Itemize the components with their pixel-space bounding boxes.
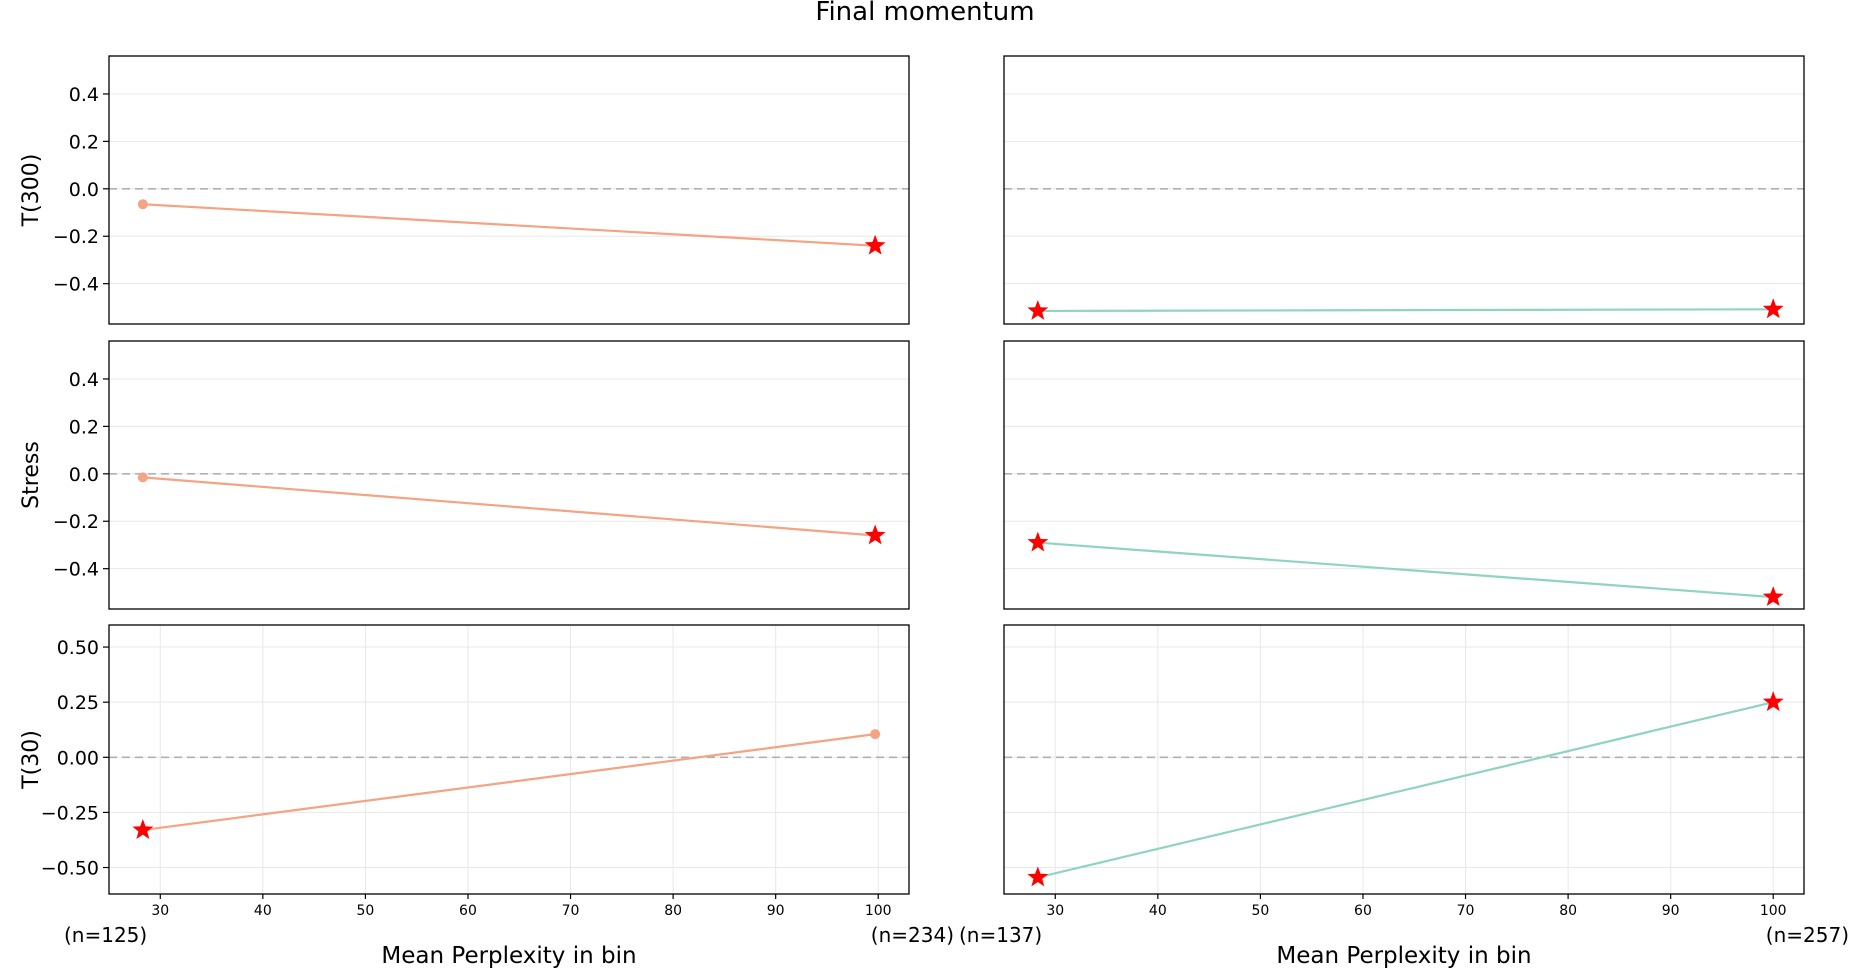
- panel-r1-c1-series-line: [1037, 541, 1774, 599]
- panel-r1-c1-frame: [1003, 340, 1805, 610]
- panel-r0-c0: 0.4 0.2 0.0 −0.2 −0.4 T(300): [19, 55, 910, 325]
- panel-r2-c0-xtick-label-3: 60: [459, 903, 477, 919]
- panel-r2-c0-xtick-label-4: 70: [562, 903, 580, 919]
- panel-r0-c0-star-point-1: [864, 234, 886, 255]
- panel-r2-c1-xtick-label-3: 60: [1354, 903, 1372, 919]
- x-axis-label-left: Mean Perplexity in bin: [381, 943, 636, 969]
- panel-r2-c1-xtick-label-7: 100: [1760, 903, 1787, 919]
- panels: 0.4 0.2 0.0 −0.2 −0.4 T(300) 0.4 0.2 0.0 −0.2 −0.4…: [19, 55, 1849, 947]
- panel-r2-c0-xtick-label-0: 30: [151, 903, 169, 919]
- panel-r0-c0-ytick-label-3: −0.2: [53, 226, 99, 248]
- panel-r0-c0-ytick-label-0: 0.4: [69, 84, 99, 106]
- panel-r2-c0-ytick-label-4: −0.50: [41, 858, 99, 880]
- panel-r0-c1-star-point-0: [1027, 299, 1049, 320]
- panel-r2-c0-star-point-0: [132, 819, 154, 839]
- panel-r1-c0: 0.4 0.2 0.0 −0.2 −0.4 Stress: [19, 340, 910, 610]
- panel-r2-c0-ytick-label-3: −0.25: [41, 802, 99, 824]
- panel-r2-c0-point-1: [870, 729, 881, 740]
- panel-r2-c1-star-point-0: [1027, 866, 1049, 887]
- panel-r2-c0: 0.50 0.25 0.00 −0.25 −0.50 T(30) 30 40 50 60 70 80 9…: [19, 624, 910, 919]
- panel-r2-c0-series-line: [142, 733, 876, 832]
- panel-r2-c1-xtick-label-2: 50: [1251, 903, 1269, 919]
- panel-r2-c0-xtick-label-7: 100: [865, 903, 892, 919]
- panel-r2-c0-xtick-label-1: 40: [254, 903, 272, 919]
- panel-r2-c0-ytick-label-1: 0.25: [57, 692, 99, 714]
- panel-r1-c1-star-point-1: [1762, 586, 1784, 607]
- panel-r2-c1-xtick-label-1: 40: [1149, 903, 1167, 919]
- panel-r0-c0-ytick-label-4: −0.4: [53, 274, 99, 296]
- y-axis-label-row-2: T(30): [19, 730, 44, 790]
- y-axis-label-row-0: T(300): [19, 154, 44, 228]
- bin-count-c1-first: (n=137): [959, 923, 1042, 947]
- panel-r2-c0-xtick-label-6: 90: [767, 903, 785, 919]
- panel-r2-c1-xtick-label-5: 80: [1559, 903, 1577, 919]
- panel-r1-c0-frame: [108, 340, 910, 610]
- panel-r2-c0-frame: [108, 624, 910, 895]
- panel-r0-c0-point-0: [137, 199, 148, 210]
- panel-r1-c0-ytick-label-0: 0.4: [69, 369, 99, 391]
- panel-r1-c1: [1003, 340, 1805, 610]
- chart-title: Final momentum: [815, 0, 1034, 27]
- panel-r0-c1-frame: [1003, 55, 1805, 325]
- panel-r2-c1-star-point-1: [1762, 691, 1784, 712]
- panel-r0-c1-series-line: [1037, 308, 1774, 313]
- panel-r1-c0-ytick-label-2: 0.0: [69, 464, 99, 486]
- panel-r1-c0-ytick-label-1: 0.2: [69, 416, 99, 438]
- x-axis-label-right: Mean Perplexity in bin: [1276, 943, 1531, 969]
- panel-r2-c0-xtick-label-2: 50: [356, 903, 374, 919]
- panel-r2-c1-frame: [1003, 624, 1805, 895]
- panel-r2-c0-xtick-label-5: 80: [664, 903, 682, 919]
- panel-r2-c1: 30 40 50 60 70 80 90 100: [1003, 624, 1805, 919]
- bin-count-c0-first: (n=125): [64, 923, 147, 947]
- panel-r2-c1-xtick-label-4: 70: [1457, 903, 1475, 919]
- panel-r1-c0-star-point-1: [864, 524, 886, 545]
- panel-r0-c0-ytick-label-1: 0.2: [69, 131, 99, 153]
- panel-r0-c1: [1003, 55, 1805, 325]
- panel-r0-c0-series-line: [142, 203, 876, 247]
- panel-r1-c0-point-0: [137, 472, 148, 483]
- panel-r1-c0-ytick-label-3: −0.2: [53, 511, 99, 533]
- panel-r0-c0-frame: [108, 55, 910, 325]
- panel-r2-c1-xtick-label-6: 90: [1662, 903, 1680, 919]
- y-axis-label-row-1: Stress: [19, 441, 44, 509]
- panel-r0-c1-star-point-1: [1762, 298, 1784, 319]
- bin-count-c0-last: (n=234): [871, 923, 954, 947]
- panel-r1-c0-series-line: [142, 476, 876, 537]
- panel-r2-c1-xtick-label-0: 30: [1046, 903, 1064, 919]
- panel-r0-c0-ytick-label-2: 0.0: [69, 179, 99, 201]
- panel-r1-c0-ytick-label-4: −0.4: [53, 559, 99, 581]
- panel-r1-c1-star-point-0: [1027, 531, 1049, 552]
- panel-r2-c0-ytick-label-0: 0.50: [57, 637, 99, 659]
- panel-r2-c0-ytick-label-2: 0.00: [57, 747, 99, 769]
- bin-count-c1-last: (n=257): [1766, 923, 1849, 947]
- panel-r2-c1-series-line: [1037, 701, 1774, 879]
